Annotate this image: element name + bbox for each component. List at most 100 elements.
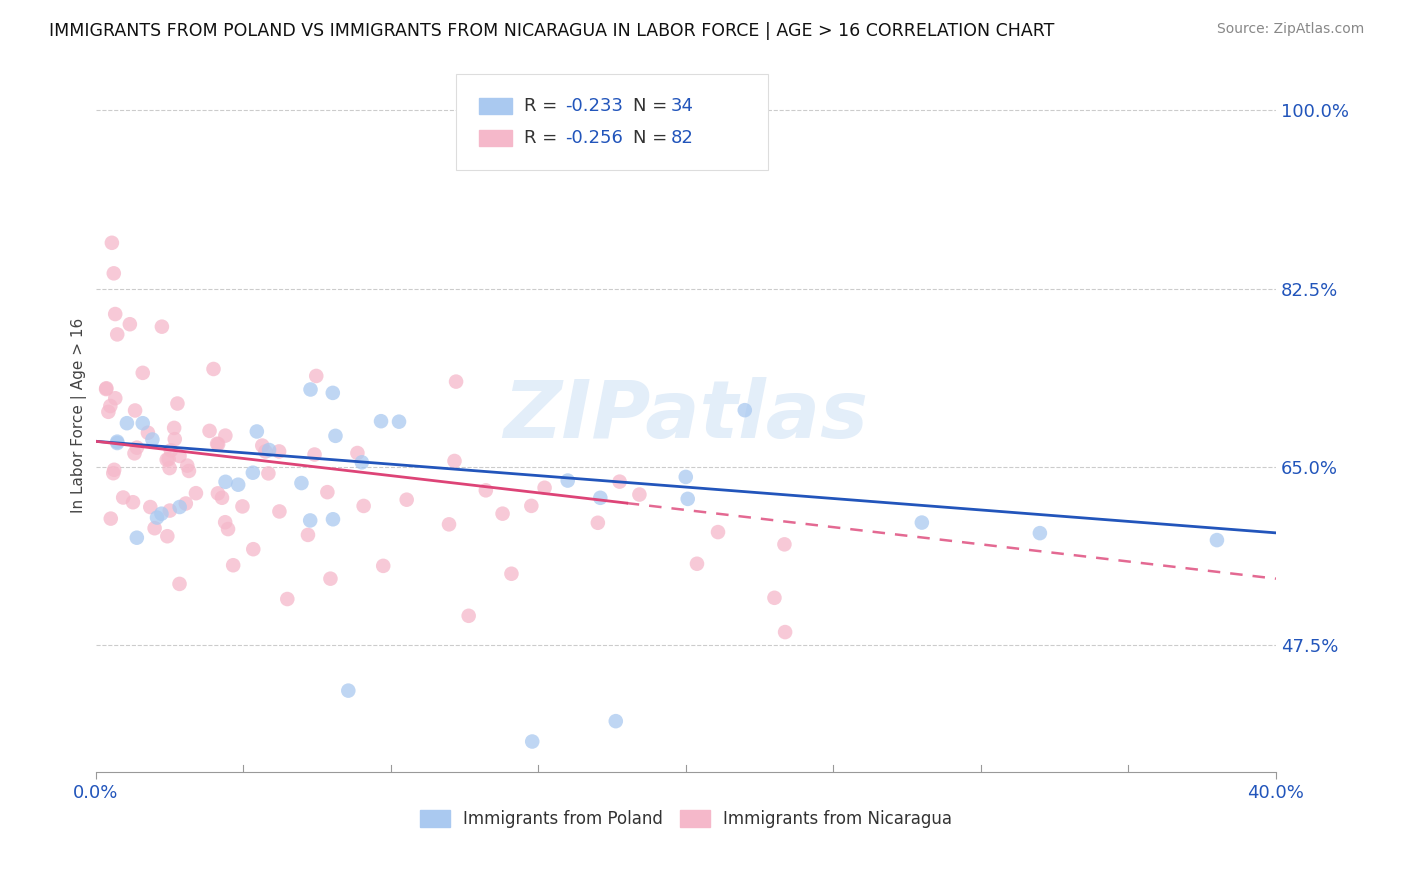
Point [773, 537, 796, 551]
Point [115, 416, 138, 430]
Point [276, 592, 298, 607]
Point [207, 437, 229, 451]
Point [103, 463, 125, 477]
Point [734, 403, 756, 417]
Point [299, 383, 322, 397]
Point [174, 496, 197, 510]
Point [214, 515, 236, 529]
Point [118, 317, 141, 331]
Point [96, 381, 118, 395]
Point [252, 439, 274, 453]
Point [222, 558, 245, 573]
Point [337, 683, 360, 698]
Point [1206, 533, 1229, 548]
Point [132, 416, 155, 430]
Point [169, 449, 191, 463]
Text: IMMIGRANTS FROM POLAND VS IMMIGRANTS FROM NICARAGUA IN LABOR FORCE | AGE > 16 CO: IMMIGRANTS FROM POLAND VS IMMIGRANTS FRO… [49, 22, 1054, 40]
Text: -0.256: -0.256 [565, 129, 623, 147]
Point [533, 481, 555, 495]
Bar [479, 130, 512, 145]
Point [105, 327, 128, 342]
Point [104, 391, 127, 405]
Point [163, 432, 186, 446]
Text: ZIPatlas: ZIPatlas [503, 376, 869, 455]
Point [257, 442, 280, 457]
Point [177, 464, 200, 478]
Point [242, 542, 264, 557]
Point [105, 436, 128, 450]
Point [443, 454, 465, 468]
Point [246, 425, 269, 439]
Point [198, 424, 221, 438]
Point [205, 436, 228, 450]
Point [125, 441, 148, 455]
Point [254, 444, 277, 458]
Point [557, 474, 579, 488]
Point [214, 428, 236, 442]
Legend: Immigrants from Poland, Immigrants from Nicaragua: Immigrants from Poland, Immigrants from … [413, 804, 959, 835]
Text: -0.233: -0.233 [565, 97, 623, 115]
Point [156, 529, 179, 543]
Point [305, 368, 328, 383]
Point [322, 385, 344, 400]
Point [269, 504, 291, 518]
Point [319, 572, 342, 586]
Point [112, 491, 135, 505]
Bar [479, 98, 512, 114]
Text: 34: 34 [671, 97, 693, 115]
Point [105, 434, 128, 449]
Point [159, 443, 181, 458]
Point [211, 491, 233, 505]
Point [773, 625, 796, 640]
Point [122, 495, 145, 509]
Point [103, 266, 125, 280]
Point [143, 521, 166, 535]
Point [184, 486, 207, 500]
Point [94, 382, 117, 396]
Point [686, 557, 709, 571]
Point [157, 452, 180, 467]
Point [437, 517, 460, 532]
Point [675, 470, 697, 484]
Point [586, 516, 609, 530]
Text: R =: R = [524, 97, 562, 115]
Point [676, 491, 699, 506]
Point [159, 461, 181, 475]
Point [141, 433, 163, 447]
Point [316, 485, 339, 500]
Point [176, 458, 198, 473]
Point [257, 467, 280, 481]
Point [156, 452, 179, 467]
Point [139, 500, 162, 514]
Point [475, 483, 498, 498]
Point [100, 511, 122, 525]
Point [444, 375, 467, 389]
Text: Source: ZipAtlas.com: Source: ZipAtlas.com [1216, 22, 1364, 37]
Point [297, 528, 319, 542]
Point [520, 499, 543, 513]
Point [166, 396, 188, 410]
Point [325, 429, 347, 443]
Point [605, 714, 627, 728]
Point [104, 307, 127, 321]
Point [395, 492, 418, 507]
Point [388, 415, 411, 429]
Point [628, 487, 651, 501]
Point [231, 500, 253, 514]
Point [217, 522, 239, 536]
Point [132, 366, 155, 380]
Point [353, 499, 375, 513]
Point [97, 405, 120, 419]
Point [207, 486, 229, 500]
Point [226, 477, 249, 491]
Point [299, 513, 322, 527]
Point [522, 734, 544, 748]
Point [202, 362, 225, 376]
Point [159, 503, 181, 517]
Point [346, 446, 368, 460]
Text: N =: N = [633, 129, 672, 147]
Point [146, 510, 169, 524]
Point [214, 475, 236, 489]
Text: R =: R = [524, 129, 562, 147]
Point [491, 507, 513, 521]
